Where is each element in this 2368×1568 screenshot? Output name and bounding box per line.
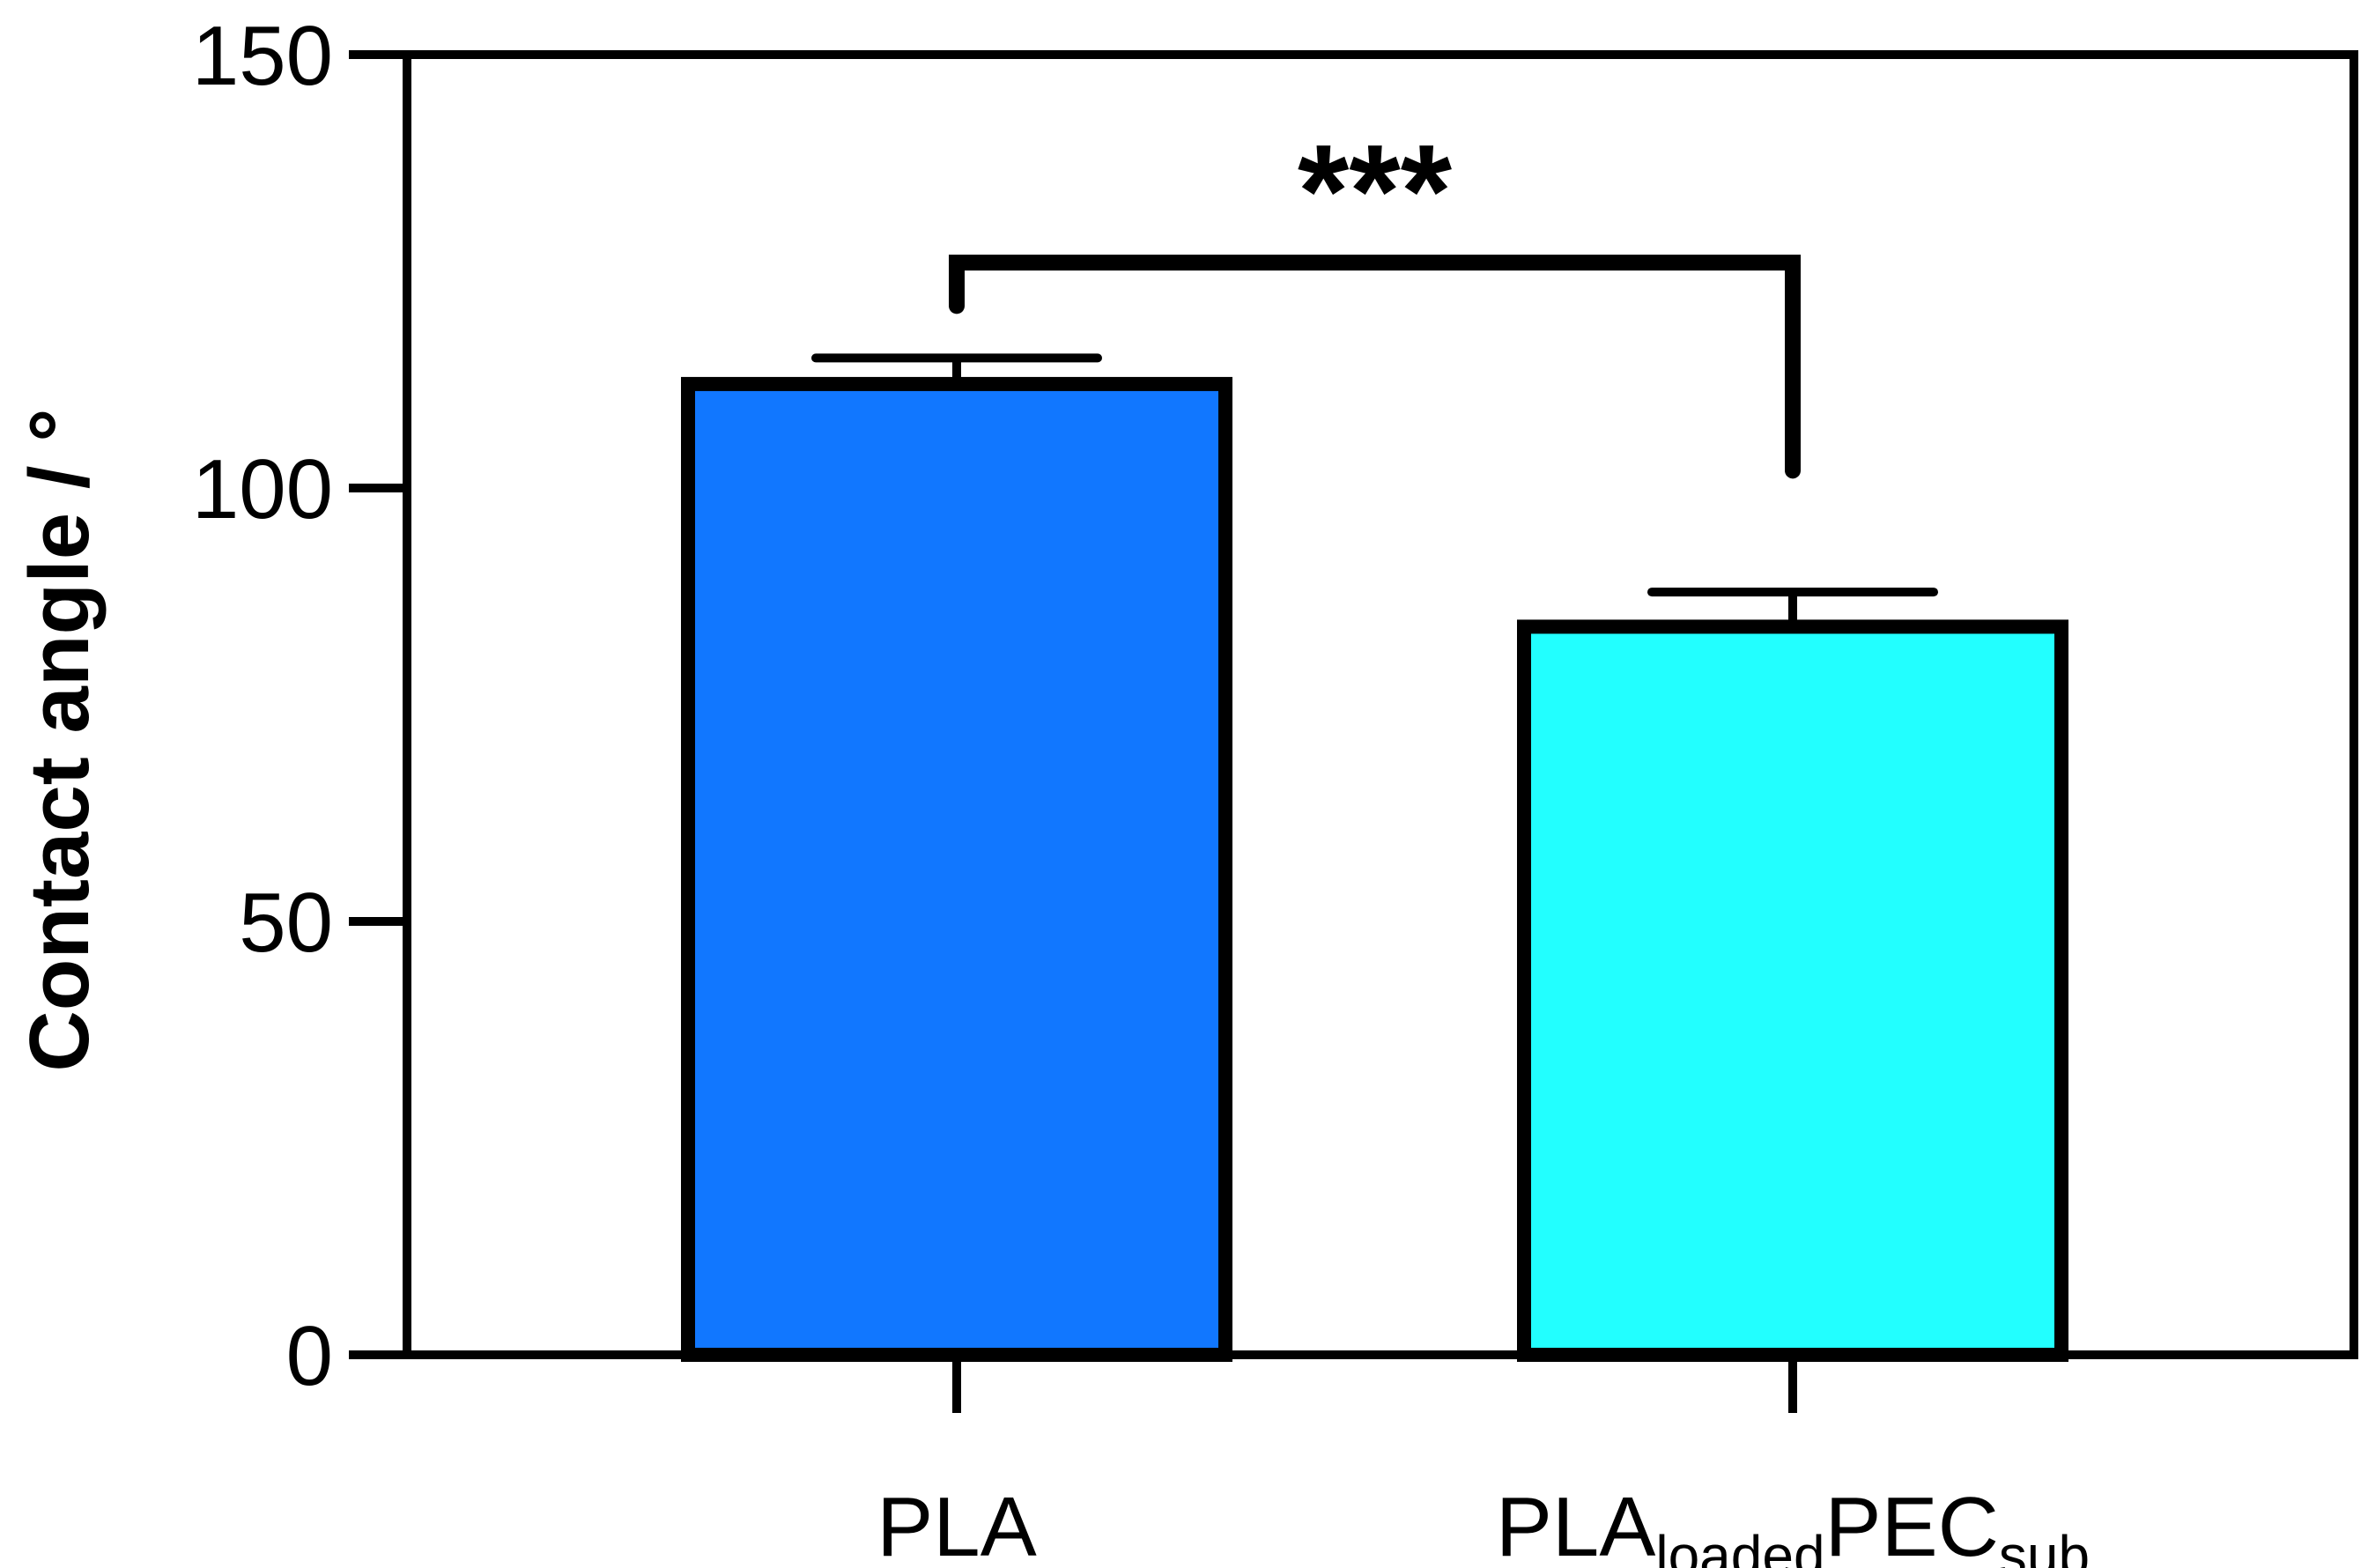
x-tick-label-part: PLA — [877, 1480, 1036, 1568]
x-axis: PLA PLAloadedPECsub — [877, 1355, 2090, 1568]
y-axis-title: Contact angle / ° — [12, 408, 107, 1071]
x-tick-label: PLA — [877, 1480, 1036, 1568]
x-tick-label-part: PEC — [1825, 1480, 1999, 1568]
bar-0 — [681, 376, 1232, 1362]
y-tick-label: 100 — [192, 442, 333, 536]
plot-frame — [403, 50, 2358, 1359]
y-tick-label: 150 — [192, 9, 333, 103]
y-tick-label: 50 — [239, 876, 333, 970]
bars-group — [681, 376, 2068, 1362]
significance-bracket-line — [949, 255, 1801, 479]
bar-1 — [1517, 619, 2068, 1362]
y-tick-label: 0 — [286, 1309, 333, 1403]
significance-label: *** — [1298, 116, 1453, 264]
plot-border — [403, 50, 2358, 1359]
significance-bracket: *** — [949, 116, 1801, 479]
y-axis: 0 50 100 150 — [192, 9, 407, 1403]
error-bars-group — [811, 353, 1938, 627]
x-tick-label-part: PLA — [1496, 1480, 1655, 1568]
x-tick-label: PLAloadedPECsub — [1496, 1480, 2090, 1568]
x-tick-label-subscript: loaded — [1655, 1524, 1824, 1568]
x-tick-label-subscript: sub — [1999, 1524, 2090, 1568]
